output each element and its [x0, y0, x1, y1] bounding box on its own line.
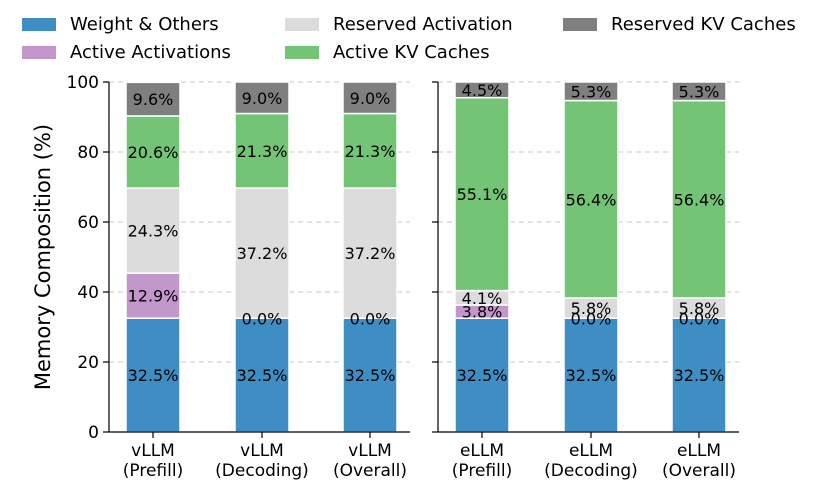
data-label: 9.6% — [133, 90, 174, 109]
bar-segment — [125, 115, 181, 189]
y-tick-label: 20 — [77, 353, 99, 373]
data-label: 20.6% — [128, 143, 179, 162]
legend-swatch — [285, 18, 319, 31]
bar-segment — [234, 187, 290, 319]
data-label: 32.5% — [566, 366, 617, 385]
data-label: 9.0% — [242, 89, 283, 108]
x-tick-label: vLLM (Overall) — [333, 441, 407, 481]
data-label: 32.5% — [457, 366, 508, 385]
data-label: 56.4% — [674, 190, 725, 209]
data-label: 5.8% — [679, 299, 720, 318]
bar-segment — [671, 99, 727, 299]
legend-label: Weight & Others — [70, 14, 219, 35]
data-label: 56.4% — [566, 190, 617, 209]
data-label: 5.8% — [571, 299, 612, 318]
bar-segment — [125, 317, 181, 433]
data-label: 37.2% — [237, 244, 288, 263]
data-label: 0.0% — [571, 309, 612, 328]
segment-labels: 32.5%3.8%4.1%55.1%4.5%32.5%0.0%5.8%56.4%… — [457, 81, 725, 385]
bar-segment — [454, 317, 510, 433]
chart-panels: 32.5% 12.9% 24.3% 20.6% 9.6% 32.5% 0.0% 37.2% 21… — [67, 73, 739, 481]
bar-segment — [125, 81, 181, 117]
bar-segment — [342, 112, 398, 189]
legend-swatch — [22, 46, 56, 59]
y-tick-label: 100 — [67, 73, 99, 93]
legend-item: Active KV Caches — [285, 42, 490, 63]
data-label: 32.5% — [674, 366, 725, 385]
bar-segment — [454, 81, 510, 99]
bar-segment — [671, 317, 727, 433]
y-tick-label: 40 — [77, 283, 99, 303]
legend-label: Reserved Activation — [333, 14, 513, 35]
data-label: 0.0% — [679, 309, 720, 328]
data-label: 4.5% — [462, 81, 503, 100]
data-label: 4.1% — [462, 289, 503, 308]
y-tick-label: 0 — [88, 423, 99, 443]
segment-labels: 32.5% 12.9% 24.3% 20.6% 9.6% 32.5% 0.0% 37.2% 21… — [128, 89, 396, 385]
data-label: 24.3% — [128, 222, 179, 241]
bar-segment — [342, 81, 398, 115]
data-label: 12.9% — [128, 287, 179, 306]
data-label: 5.3% — [571, 82, 612, 101]
x-tick-label: vLLM (Prefill) — [123, 441, 183, 481]
bar-segment — [563, 99, 619, 299]
data-label: 32.5% — [345, 366, 396, 385]
data-label: 0.0% — [350, 309, 391, 328]
legend-label: Active KV Caches — [333, 42, 490, 63]
x-tick-label: eLLM (Prefill) — [452, 441, 512, 481]
bar-segment — [342, 187, 398, 319]
bar-segment — [234, 81, 290, 115]
chart-panel: 32.5%3.8%4.1%55.1%4.5%32.5%0.0%5.8%56.4%… — [432, 81, 739, 481]
legend-swatch — [285, 46, 319, 59]
data-label: 32.5% — [237, 366, 288, 385]
y-tick-label: 60 — [77, 213, 99, 233]
bar-segment — [342, 317, 398, 433]
y-tick-label: 80 — [77, 143, 99, 163]
chart-panel: 32.5% 12.9% 24.3% 20.6% 9.6% 32.5% 0.0% 37.2% 21… — [67, 73, 410, 481]
data-label: 21.3% — [345, 142, 396, 161]
bars — [454, 81, 727, 433]
legend-item: Reserved KV Caches — [563, 14, 796, 35]
bars — [125, 81, 398, 433]
data-label: 5.3% — [679, 82, 720, 101]
data-label: 32.5% — [128, 366, 179, 385]
legend-item: Active Activations — [22, 42, 231, 63]
legend-swatch — [22, 18, 56, 31]
legend-item: Weight & Others — [22, 14, 219, 35]
bar-segment — [563, 81, 619, 102]
data-label: 55.1% — [457, 185, 508, 204]
legend-swatch — [563, 18, 597, 31]
data-label: 9.0% — [350, 89, 391, 108]
x-tick-label: eLLM (Decoding) — [544, 441, 638, 481]
legend-label: Active Activations — [70, 42, 231, 63]
x-tick-label: eLLM (Overall) — [662, 441, 736, 481]
bar-segment — [125, 272, 181, 320]
legend-item: Reserved Activation — [285, 14, 513, 35]
data-label: 37.2% — [345, 244, 396, 263]
x-tick-label: vLLM (Decoding) — [215, 441, 309, 481]
bar-segment — [454, 97, 510, 292]
legend-label: Reserved KV Caches — [611, 14, 796, 35]
y-axis-title: Memory Composition (%) — [31, 124, 55, 390]
bar-segment — [234, 317, 290, 433]
bar-segment — [563, 317, 619, 433]
bar-segment — [671, 81, 727, 102]
legend: Weight & Others Reserved Activation Reserv… — [22, 14, 796, 63]
bar-segment — [234, 112, 290, 189]
data-label: 3.8% — [462, 303, 503, 322]
data-label: 0.0% — [242, 309, 283, 328]
data-label: 21.3% — [237, 142, 288, 161]
